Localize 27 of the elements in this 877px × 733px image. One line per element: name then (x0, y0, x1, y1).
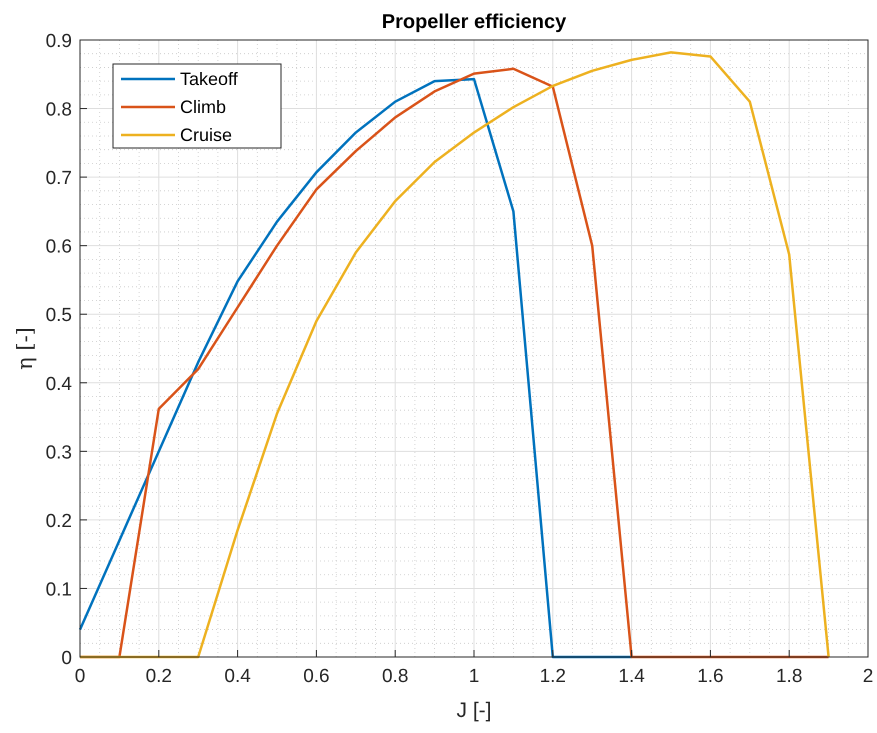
x-tick-label: 0.6 (303, 666, 330, 687)
y-tick-label: 0.5 (46, 305, 72, 326)
y-tick-label: 0.8 (46, 100, 72, 121)
legend-label: Climb (180, 97, 226, 117)
x-tick-label: 0.4 (224, 666, 252, 687)
x-tick-label: 1.2 (540, 666, 566, 687)
x-axis-title: J [-] (456, 699, 492, 722)
x-tick-label: 1 (468, 666, 480, 687)
y-axis-title: η [-] (13, 327, 37, 370)
y-tick-label: 0.4 (46, 374, 72, 395)
x-tick-label: 1.6 (697, 666, 724, 687)
x-tick-label: 1.4 (618, 666, 646, 687)
y-tick-label: 0.9 (46, 31, 72, 52)
x-tick-label: 0.2 (146, 666, 172, 687)
y-tick-label: 0.6 (46, 236, 72, 258)
y-tick-label: 0 (61, 648, 72, 669)
legend-label: Cruise (180, 125, 232, 145)
x-tick-label: 0 (74, 666, 86, 687)
legend-label: Takeoff (180, 69, 239, 89)
x-tick-label: 0.8 (382, 666, 408, 687)
y-tick-label: 0.1 (46, 579, 72, 600)
x-tick-label: 2 (862, 666, 874, 687)
y-tick-label: 0.2 (46, 510, 72, 532)
y-tick-label: 0.7 (46, 168, 72, 190)
chart-title: Propeller efficiency (382, 11, 568, 33)
x-tick-label: 1.8 (776, 666, 802, 687)
y-tick-label: 0.3 (46, 442, 72, 464)
